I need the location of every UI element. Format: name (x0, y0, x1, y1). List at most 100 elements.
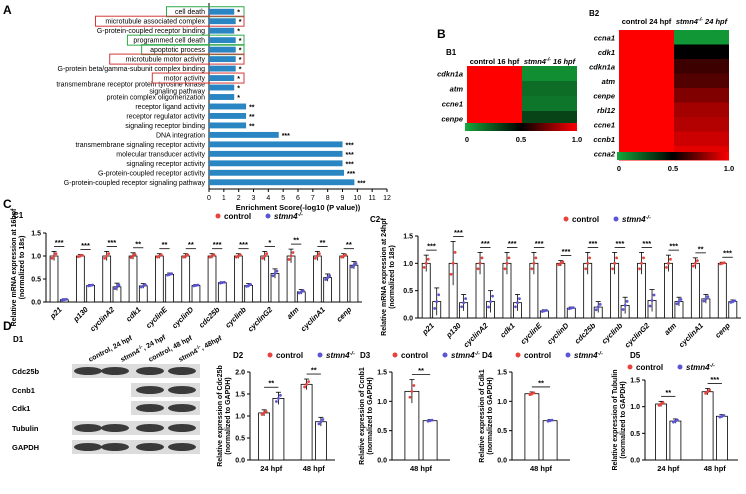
C2-data-point (557, 263, 561, 267)
C2-data-point (623, 304, 627, 307)
D1-protein-label: Tubulin (12, 424, 39, 433)
C2-bar (690, 262, 700, 319)
heatmap-cell (674, 30, 729, 45)
D1-protein-label: Ccnb1 (12, 386, 35, 395)
D1-protein-band (136, 404, 164, 412)
D1-protein-band (168, 404, 196, 412)
heatmap-row-label: cdkn1a (437, 70, 463, 79)
C1-data-point (249, 283, 253, 286)
D3-data-point (408, 395, 412, 399)
A-x-tick-label: 9 (341, 195, 345, 202)
C2-data-point (433, 307, 437, 310)
C2-data-point (478, 261, 482, 265)
A-bar (209, 94, 235, 100)
D2-y-axis-title: Relative expression of Cdc25b (217, 365, 224, 467)
D5-data-point (706, 390, 709, 394)
C1-data-point (265, 252, 269, 256)
C2-data-point (503, 267, 507, 271)
C2-data-point (640, 261, 643, 265)
A-x-tick-label: 4 (266, 195, 270, 202)
legend-control-marker (392, 352, 398, 358)
C2-data-point (544, 308, 548, 312)
C1-y-tick-label: 1.0 (31, 254, 41, 261)
C2-y-tick-label: 1.0 (403, 261, 413, 268)
heatmap-cell (522, 66, 577, 81)
heatmap-cell (674, 59, 729, 74)
C1-data-point (315, 254, 319, 258)
C1-bar (102, 255, 112, 303)
legend-stmn4-marker (265, 213, 271, 219)
heatmap-row-label: ccna2 (594, 149, 616, 158)
heatmap-cell (467, 96, 522, 111)
D5-data-point (661, 401, 665, 405)
C1-data-point (117, 283, 121, 287)
A-x-tick-label: 8 (326, 195, 330, 202)
C2-y-axis-title: (normalized to 18s) (389, 245, 396, 309)
colorbar-tick-label: 1.0 (724, 164, 734, 173)
C1-bar (76, 255, 85, 303)
panel-label-A: A (3, 3, 12, 17)
C2-data-point (449, 272, 453, 276)
C1-data-point (328, 274, 332, 278)
C2-data-point (571, 306, 575, 310)
heatmap-cell (619, 30, 674, 45)
C2-data-point (559, 261, 563, 265)
C2-data-point (435, 300, 439, 303)
legend-control-marker (627, 364, 633, 370)
D3-category-label: 48 hpf (410, 464, 433, 473)
C2-data-point (675, 302, 679, 306)
heatmap-cell (619, 44, 674, 59)
A-category-label: transmembrane signaling receptor activit… (75, 142, 205, 149)
C2-category-label: cyclinD (545, 321, 571, 347)
C2-data-point (596, 305, 600, 309)
A-significance-label: * (237, 95, 240, 102)
heatmap-cell (674, 88, 729, 103)
C1-bar (339, 255, 349, 303)
D2-y-tick-label: 0.5 (235, 436, 245, 443)
C2-bar (664, 262, 673, 319)
D5-data-point (722, 414, 726, 417)
heatmap-cell (619, 102, 674, 117)
C2-data-point (611, 267, 615, 271)
A-bar (209, 27, 235, 34)
D2-significance-label: ** (311, 366, 317, 375)
A-significance-label: *** (346, 161, 354, 168)
A-bar (209, 169, 344, 176)
C1-data-point (113, 287, 117, 291)
C1-bar (138, 285, 148, 303)
A-significance-label: *** (346, 142, 354, 149)
legend-stmn4-marker (317, 352, 323, 358)
C1-data-point (143, 283, 147, 287)
C2-significance-label: *** (535, 239, 544, 248)
C2-data-point (588, 256, 592, 260)
C1-data-point (50, 256, 54, 260)
A-significance-label: *** (346, 152, 354, 159)
legend-control-marker (563, 216, 569, 222)
C2-data-point (648, 304, 652, 308)
C1-bar (244, 285, 253, 303)
C1-significance-label: ** (293, 236, 299, 245)
A-bar (209, 37, 236, 44)
panel-label-D: D (3, 319, 12, 333)
D5-significance-label: ** (665, 388, 671, 397)
D3-y-tick-label: 0.5 (377, 428, 387, 435)
C1-data-point (103, 256, 107, 260)
D4-data-point (532, 391, 536, 395)
C2-data-point (464, 297, 468, 300)
heatmap-cell (467, 66, 522, 81)
D1-protein-band (74, 443, 102, 451)
D5-y-tick-label: 1.5 (630, 378, 640, 385)
C1-significance-label: *** (107, 238, 116, 247)
D3-data-point (430, 418, 434, 422)
D5-data-point (676, 418, 679, 422)
A-significance-label: * (239, 38, 242, 45)
A-x-tick-label: 5 (281, 195, 285, 202)
A-significance-label: * (239, 48, 242, 55)
A-bar (209, 122, 247, 129)
D5-bar (655, 403, 667, 461)
C1-significance-label: ** (320, 238, 326, 247)
C1-data-point (52, 254, 56, 258)
C2-data-point (437, 293, 441, 297)
panel-label-D5: D5 (630, 351, 641, 360)
